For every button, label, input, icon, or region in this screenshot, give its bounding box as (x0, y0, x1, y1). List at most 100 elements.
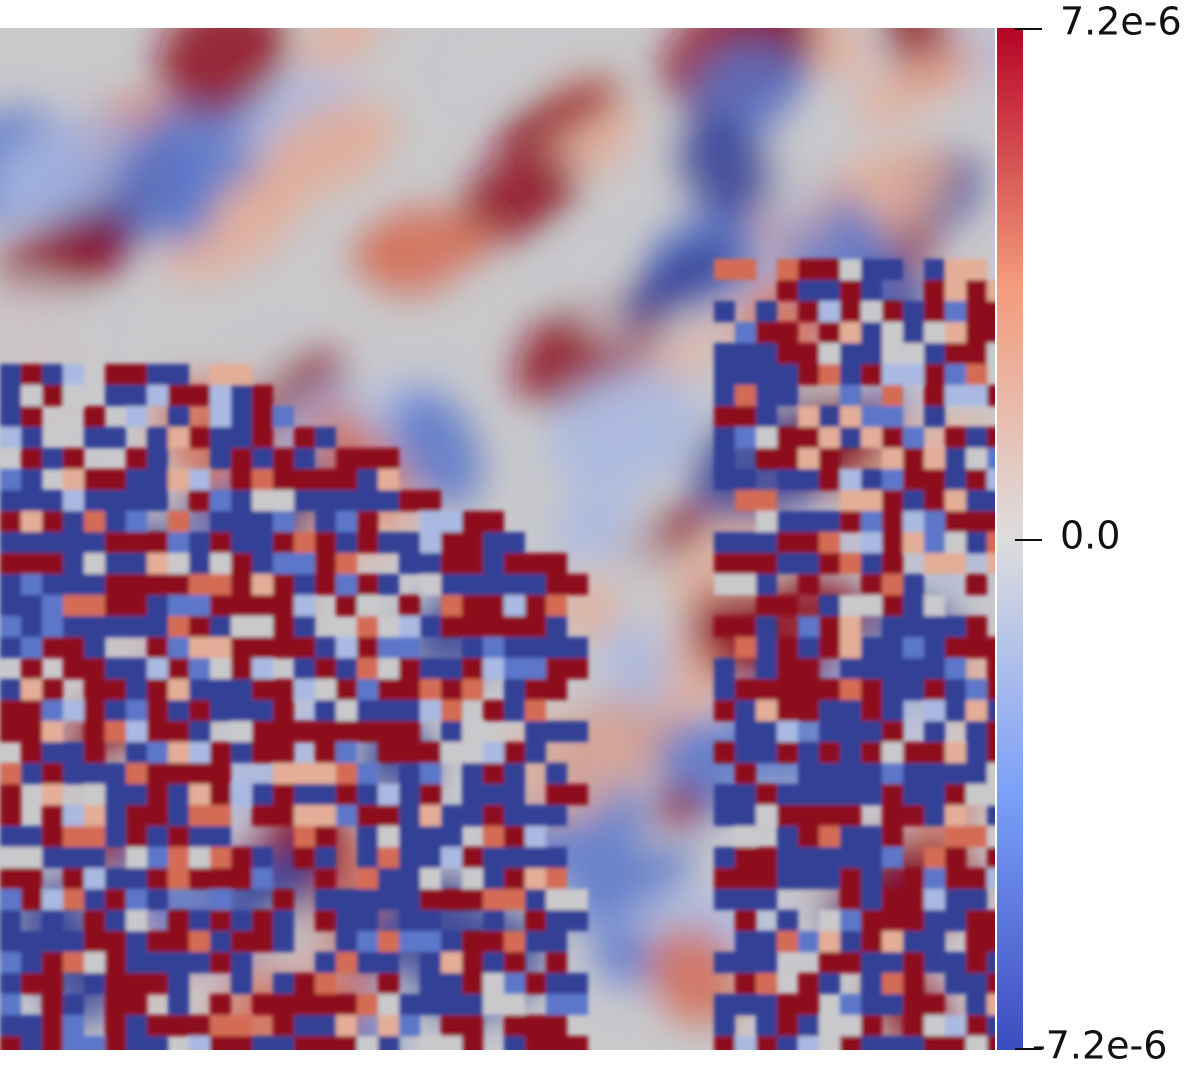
field-cell (756, 595, 777, 616)
field-cell (903, 574, 924, 595)
field-cell (315, 427, 336, 448)
field-cell (861, 469, 882, 490)
field-cell (735, 343, 756, 364)
field-cell (357, 595, 378, 616)
field-cell (777, 553, 798, 574)
field-blob (157, 28, 288, 115)
field-cell (483, 637, 504, 658)
field-cell (924, 385, 945, 406)
field-cell (147, 553, 168, 574)
field-cell (63, 658, 84, 679)
field-cell (882, 889, 903, 910)
field-cell (210, 406, 231, 427)
field-cell (126, 763, 147, 784)
field-cell (168, 847, 189, 868)
field-cell (294, 616, 315, 637)
field-cell (294, 973, 315, 994)
field-cell (840, 406, 861, 427)
field-cell (777, 322, 798, 343)
field-cell (735, 385, 756, 406)
field-cell (462, 574, 483, 595)
field-cell (924, 868, 945, 889)
field-cell (903, 322, 924, 343)
field-cell (294, 469, 315, 490)
noisy-region (0, 259, 995, 1050)
field-cell (42, 553, 63, 574)
field-cell (105, 427, 126, 448)
field-cell (882, 595, 903, 616)
field-cell (168, 616, 189, 637)
field-cell (798, 280, 819, 301)
field-cell (945, 301, 966, 322)
field-cell (966, 1015, 987, 1036)
field-cell (462, 1036, 483, 1050)
field-cell (84, 805, 105, 826)
field-blob (600, 621, 673, 709)
field-cell (147, 364, 189, 385)
field-cell (483, 700, 504, 721)
field-cell (924, 259, 945, 280)
field-cell (735, 406, 756, 427)
field-cell (546, 994, 588, 1015)
field-blob (593, 922, 651, 985)
field-cell (0, 700, 21, 721)
field-cell (483, 910, 504, 931)
field-cell (819, 784, 840, 805)
field-cell (84, 847, 105, 868)
field-cell (714, 616, 756, 637)
field-cell (231, 616, 273, 637)
field-cell (840, 868, 861, 889)
field-cell (378, 1036, 399, 1050)
field-cell (231, 469, 252, 490)
field-cell (777, 868, 819, 889)
field-cell (273, 406, 294, 427)
field-cell (987, 721, 995, 742)
field-cell (819, 952, 840, 973)
field-cell (357, 868, 378, 889)
field-cell (861, 994, 903, 1015)
field-cell (840, 889, 861, 910)
field-cell (42, 910, 63, 931)
field-cell (105, 1036, 126, 1050)
field-cell (756, 364, 777, 385)
field-cell (357, 448, 399, 469)
field-cell (882, 343, 924, 364)
field-cell (294, 553, 315, 574)
field-cell (357, 469, 378, 490)
field-cell (462, 784, 483, 805)
field-cell (462, 679, 483, 700)
field-cell (735, 364, 756, 385)
field-cell (147, 721, 168, 742)
field-cell (735, 868, 756, 889)
field-cell (504, 784, 525, 805)
field-cell (189, 847, 210, 868)
field-cell (756, 322, 777, 343)
field-blob (363, 204, 469, 297)
field-cell (819, 931, 840, 952)
field-cell (42, 595, 63, 616)
field-cell (987, 742, 995, 763)
field-cell (189, 679, 210, 700)
field-cell (966, 1036, 987, 1050)
field-cell (252, 700, 273, 721)
field-cell (63, 385, 84, 406)
field-cell (861, 574, 882, 595)
field-cell (0, 679, 21, 700)
field-cell (231, 847, 252, 868)
field-cell (84, 490, 126, 511)
field-cell (420, 679, 441, 700)
field-cell (420, 658, 441, 679)
field-cell (378, 952, 399, 973)
field-cell (315, 763, 336, 784)
field-cell (882, 721, 903, 742)
field-cell (945, 889, 966, 910)
field-blob (819, 198, 885, 273)
field-cell (987, 826, 995, 847)
field-cell (882, 847, 903, 868)
field-cell (273, 889, 294, 910)
field-cell (378, 700, 399, 721)
field-cell (105, 553, 147, 574)
field-cell (882, 826, 903, 847)
field-cell (126, 994, 147, 1015)
